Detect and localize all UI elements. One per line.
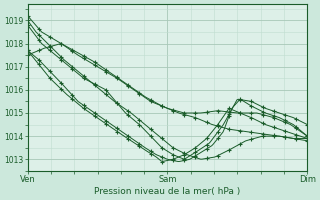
X-axis label: Pression niveau de la mer( hPa ): Pression niveau de la mer( hPa ) [94,187,241,196]
